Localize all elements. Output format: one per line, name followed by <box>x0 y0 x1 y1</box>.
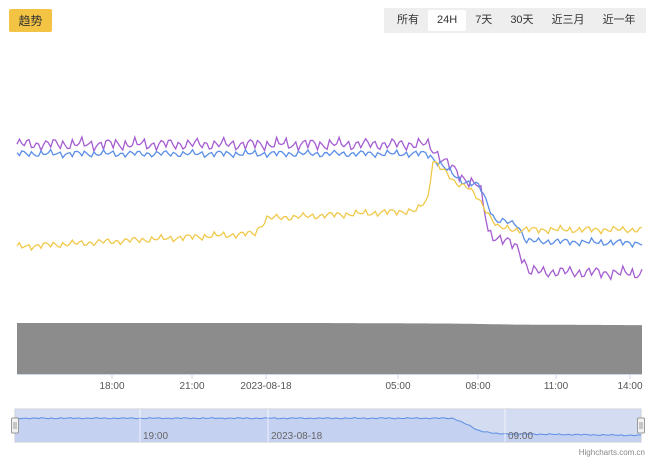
x-tick-label: 21:00 <box>179 381 204 392</box>
x-axis: 18:00 21:00 2023-08-18 05:00 08:00 11:00 14:00 <box>17 374 643 392</box>
x-tick-label: 05:00 <box>385 381 410 392</box>
range-all-button[interactable]: 所有 <box>397 14 419 26</box>
price-line-2 <box>16 161 643 252</box>
price-line-0 <box>16 134 643 281</box>
price-lines <box>16 134 643 281</box>
range-24h-button[interactable]: 24H <box>428 10 467 31</box>
navigator-area <box>15 417 641 442</box>
navigator-label: 2023-08-18 <box>271 431 323 442</box>
navigator-label: 09:00 <box>508 431 533 442</box>
trend-badge[interactable]: 趋势 <box>9 9 52 32</box>
navigator[interactable]: 19:00 2023-08-18 09:00 <box>11 408 645 443</box>
x-tick-label: 2023-08-18 <box>240 381 292 392</box>
volume-area <box>17 323 642 374</box>
range-7d-button[interactable]: 7天 <box>475 14 493 26</box>
range-30d-button[interactable]: 30天 <box>510 14 534 26</box>
range-3m-button[interactable]: 近三月 <box>551 14 585 26</box>
price-line-1 <box>16 148 643 249</box>
x-tick-label: 18:00 <box>99 381 124 392</box>
navigator-label: 19:00 <box>143 431 168 442</box>
x-tick-label: 08:00 <box>465 381 490 392</box>
x-tick-label: 11:00 <box>544 381 569 392</box>
navigator-line <box>14 416 642 437</box>
range-1y-button[interactable]: 近一年 <box>602 14 636 26</box>
chart-credit: Highcharts.com.cn <box>579 448 645 457</box>
navigator-right-handle[interactable] <box>637 417 645 434</box>
x-tick-label: 14:00 <box>617 381 642 392</box>
volume-fill <box>17 323 642 374</box>
navigator-left-handle[interactable] <box>11 417 19 434</box>
range-selector: 所有 24H 7天 30天 近三月 近一年 <box>384 8 646 33</box>
